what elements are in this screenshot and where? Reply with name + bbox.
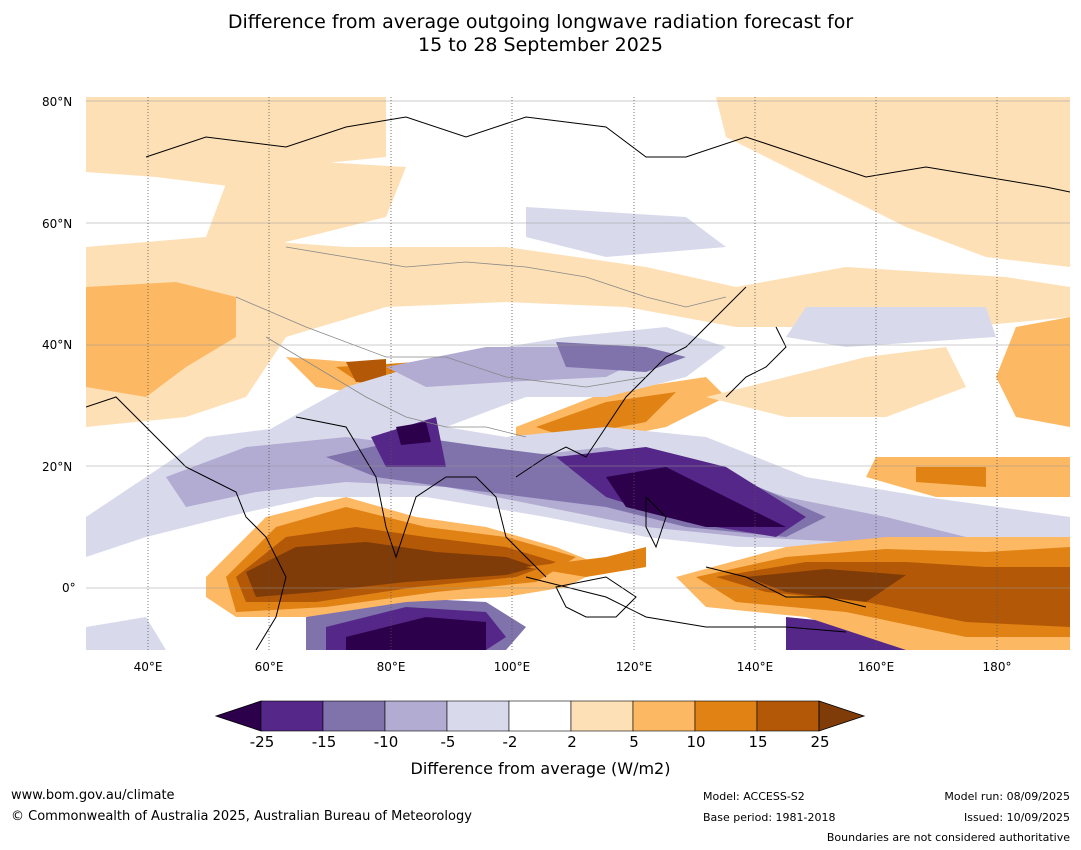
lat-label-0: 0° (62, 581, 76, 595)
colorbar-label: 5 (629, 733, 639, 751)
anomaly-tropical-negative (86, 417, 1070, 567)
map-title-line1: Difference from average outgoing longwav… (227, 11, 854, 33)
model-text: Model: ACCESS-S2 (703, 790, 805, 803)
lon-label-160e: 160°E (857, 660, 895, 674)
colorbar-cell (694, 700, 758, 732)
lon-label-80e: 80°E (376, 660, 406, 674)
colorbar-label: -5 (440, 733, 456, 751)
olr-anomaly-map (86, 97, 1070, 650)
lon-label-180: 180° (982, 660, 1012, 674)
coastlines (86, 116, 1070, 650)
colorbar-label: -15 (311, 733, 337, 751)
colorbar-label: 15 (748, 733, 768, 751)
lon-label-120e: 120°E (615, 660, 653, 674)
longitude-gridlines (147, 97, 998, 650)
lat-label-20n: 20°N (42, 460, 73, 474)
anomaly-indian-ocean-positive (206, 497, 646, 617)
colorbar-cell (632, 700, 696, 732)
disclaimer-text: Boundaries are not considered authoritat… (826, 831, 1070, 844)
colorbar-cell (260, 700, 324, 732)
lat-label-40n: 40°N (42, 338, 73, 352)
colorbar (215, 700, 866, 732)
lon-label-40e: 40°E (133, 660, 163, 674)
base-period-text: Base period: 1981-2018 (703, 811, 836, 824)
country-borders (235, 246, 727, 438)
colorbar-label: 25 (810, 733, 830, 751)
lon-label-140e: 140°E (736, 660, 774, 674)
colorbar-title: Difference from average (W/m2) (410, 759, 671, 778)
anomaly-west-pacific-positive (676, 537, 1070, 650)
issued-text: Issued: 10/09/2025 (963, 811, 1070, 824)
colorbar-label: 10 (686, 733, 706, 751)
anomaly-south-negative (86, 597, 906, 650)
colorbar-cell (508, 700, 572, 732)
colorbar-extend-low (215, 700, 262, 732)
colorbar-cell (570, 700, 634, 732)
colorbar-cell (322, 700, 386, 732)
latitude-gridlines (86, 100, 1070, 589)
colorbar-label: 2 (567, 733, 577, 751)
lon-label-60e: 60°E (254, 660, 284, 674)
colorbar-cell (756, 700, 820, 732)
copyright-text: © Commonwealth of Australia 2025, Austra… (11, 809, 472, 824)
anomaly-east-asia-positive (516, 317, 1070, 497)
colorbar-label: -10 (373, 733, 399, 751)
lon-label-100e: 100°E (493, 660, 531, 674)
website-link[interactable]: www.bom.gov.au/climate (11, 788, 175, 803)
anomaly-midlat-negative (256, 207, 996, 457)
colorbar-extend-high (818, 700, 866, 732)
colorbar-cell (446, 700, 510, 732)
colorbar-cell (384, 700, 448, 732)
colorbar-label: -2 (502, 733, 518, 751)
lat-label-80n: 80°N (42, 95, 73, 109)
model-run-text: Model run: 08/09/2025 (944, 790, 1070, 803)
colorbar-label: -25 (249, 733, 275, 751)
map-title-line2: 15 to 28 September 2025 (418, 34, 663, 56)
lat-label-60n: 60°N (42, 217, 73, 231)
